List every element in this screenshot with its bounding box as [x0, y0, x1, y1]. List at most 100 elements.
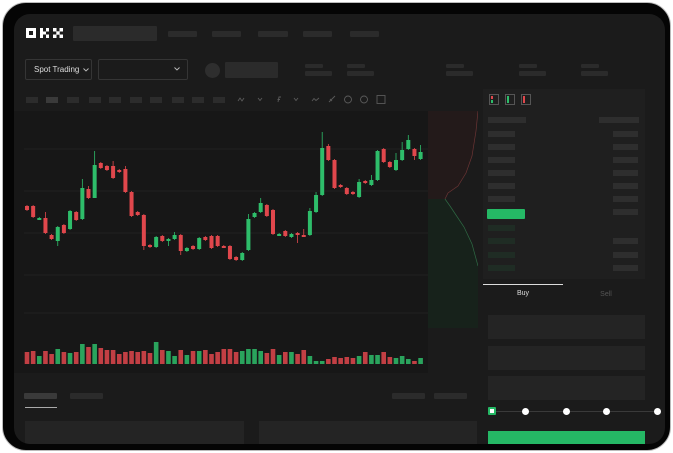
leverage-slider-handle[interactable]	[488, 407, 496, 415]
stat-value	[519, 71, 546, 76]
volume-bar	[104, 350, 110, 364]
nav-item[interactable]	[168, 31, 197, 37]
bid-amount[interactable]	[613, 265, 638, 271]
ask-amount[interactable]	[613, 196, 638, 202]
slider-step[interactable]	[603, 408, 610, 415]
candle-body	[184, 248, 189, 251]
timeframe-button[interactable]	[89, 97, 101, 103]
ask-amount[interactable]	[613, 131, 638, 137]
timeframe-button[interactable]	[172, 97, 184, 103]
ask-price[interactable]	[488, 170, 515, 176]
last-price-badge	[487, 209, 525, 219]
tab-sell[interactable]: Sell	[600, 291, 612, 298]
orderbook-view-toggle[interactable]	[489, 94, 537, 105]
volume-bar	[49, 354, 54, 364]
volume-bar	[381, 352, 386, 364]
candle-body	[31, 206, 36, 217]
volume-bar	[221, 349, 227, 364]
volume-bar	[258, 351, 263, 364]
candle-body	[111, 166, 116, 178]
spot-trading-select[interactable]: Spot Trading	[25, 59, 92, 80]
pair-select[interactable]	[98, 59, 188, 80]
timeframe-button[interactable]	[192, 97, 204, 103]
leverage-slider-track[interactable]	[492, 411, 660, 412]
stat-label	[446, 64, 464, 68]
volume-bar	[203, 350, 208, 364]
bid-price[interactable]	[488, 265, 515, 271]
chart-toolbar-icons[interactable]	[236, 94, 396, 105]
slider-step[interactable]	[522, 408, 529, 415]
volume-bar	[178, 350, 184, 364]
volume-bar	[418, 358, 423, 364]
stat-value	[305, 71, 332, 76]
volume-bar	[307, 356, 313, 364]
timeframe-button[interactable]	[26, 97, 38, 103]
slider-step[interactable]	[654, 408, 661, 415]
ruler-icon	[328, 95, 336, 103]
tab-buy[interactable]: Buy	[516, 290, 530, 297]
orderbook-header-amount	[599, 117, 639, 123]
ask-amount[interactable]	[613, 144, 638, 150]
tab-order-history[interactable]	[70, 393, 103, 399]
candle-body	[55, 227, 60, 241]
candle-body	[252, 213, 257, 217]
nav-item[interactable]	[303, 31, 332, 37]
timeframe-button[interactable]	[130, 97, 142, 103]
tab-open-orders[interactable]	[24, 393, 57, 399]
candlestick-chart[interactable]	[14, 111, 428, 373]
nav-item[interactable]	[212, 31, 241, 37]
buy-submit-button[interactable]	[488, 431, 645, 444]
candle-body	[197, 238, 202, 249]
bid-amount[interactable]	[613, 238, 638, 244]
timeframe-button[interactable]	[213, 97, 225, 103]
candle-body	[307, 211, 312, 235]
candle-body	[412, 149, 417, 156]
candle-body	[240, 253, 245, 260]
nav-item[interactable]	[350, 31, 379, 37]
candle-body	[61, 225, 66, 233]
price-input[interactable]	[488, 315, 645, 339]
buy-tab-underline	[483, 284, 563, 285]
timeframe-button-active[interactable]	[46, 97, 58, 103]
ask-price[interactable]	[488, 196, 515, 202]
volume-bar	[61, 352, 67, 364]
assets-card	[259, 421, 477, 444]
volume-bar	[283, 352, 288, 364]
volume-bar	[116, 354, 122, 364]
ask-price[interactable]	[488, 183, 515, 189]
chart-area[interactable]	[14, 111, 428, 373]
bid-price[interactable]	[488, 225, 515, 231]
ask-price[interactable]	[488, 144, 515, 150]
total-input[interactable]	[488, 376, 645, 400]
volume-bar	[326, 359, 331, 364]
ask-amount[interactable]	[613, 157, 638, 163]
slider-step[interactable]	[563, 408, 570, 415]
timeframe-button[interactable]	[109, 97, 121, 103]
bid-price[interactable]	[488, 238, 515, 244]
candle-body	[301, 235, 306, 237]
bid-price[interactable]	[488, 252, 515, 258]
bid-amount[interactable]	[613, 252, 638, 258]
candle-body	[375, 151, 380, 180]
timeframe-button[interactable]	[150, 97, 162, 103]
amount-input[interactable]	[488, 346, 645, 370]
volume-bar	[270, 349, 276, 364]
timeframe-button[interactable]	[67, 97, 79, 103]
ask-amount[interactable]	[613, 170, 638, 176]
candle-body	[326, 146, 331, 160]
filter-button[interactable]	[392, 393, 425, 399]
ask-price[interactable]	[488, 131, 515, 137]
filter-button[interactable]	[434, 393, 467, 399]
ask-price[interactable]	[488, 157, 515, 163]
fx-icon	[277, 96, 281, 103]
ask-amount[interactable]	[613, 183, 638, 189]
candle-body	[406, 140, 411, 149]
nav-item[interactable]	[258, 31, 288, 37]
candle-body	[338, 185, 343, 187]
search-bar[interactable]	[73, 26, 157, 41]
ask-amount[interactable]	[613, 209, 638, 215]
volume-bar	[55, 349, 61, 364]
candle-body	[332, 160, 337, 188]
volume-bar	[375, 355, 380, 364]
candle-body	[191, 246, 196, 249]
